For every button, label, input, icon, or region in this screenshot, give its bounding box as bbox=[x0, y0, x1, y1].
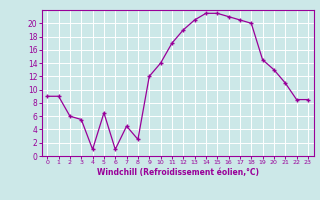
X-axis label: Windchill (Refroidissement éolien,°C): Windchill (Refroidissement éolien,°C) bbox=[97, 168, 259, 177]
